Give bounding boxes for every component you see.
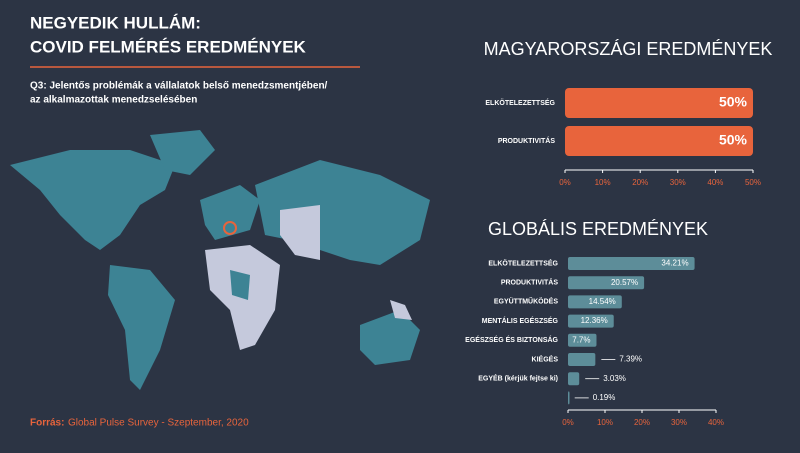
highlight-region: [280, 205, 320, 260]
south-america: [108, 265, 175, 390]
value-label: 50%: [719, 94, 748, 110]
question-line: az alkalmazottak menedzselésében: [30, 95, 197, 106]
title-line: COVID FELMÉRÉS EREDMÉNYEK: [30, 37, 307, 56]
bar: [568, 372, 580, 386]
x-tick-label: 20%: [632, 178, 648, 187]
value-label: 12.36%: [581, 316, 608, 325]
category-label: EGÉSZSÉG ÉS BIZTONSÁG: [465, 335, 558, 344]
chart-title: MAGYARORSZÁGI EREDMÉNYEK: [484, 39, 773, 59]
value-label: 20.57%: [611, 278, 638, 287]
bar: [568, 333, 597, 347]
bar: [568, 276, 645, 290]
title-line: NEGYEDIK HULLÁM:: [30, 13, 201, 32]
source-label: Forrás:: [30, 418, 64, 429]
bar: [565, 126, 753, 156]
africa-region: [230, 270, 250, 300]
x-tick-label: 50%: [745, 178, 761, 187]
x-tick-label: 0%: [562, 418, 574, 427]
x-tick-label: 40%: [708, 418, 724, 427]
bar: [565, 88, 753, 118]
category-label: EGYÜTTMŰKÖDÉS: [494, 297, 559, 306]
europe: [200, 185, 260, 240]
value-label: 50%: [719, 132, 748, 148]
chart-title: GLOBÁLIS EREDMÉNYEK: [488, 219, 708, 239]
x-tick-label: 0%: [559, 178, 571, 187]
bar: [568, 295, 622, 309]
category-label: KIÉGÉS: [532, 354, 559, 363]
hungary-marker: [223, 221, 237, 235]
source: Global Pulse Survey - Szeptember, 2020: [68, 418, 249, 429]
category-label: PRODUKTIVITÁS: [498, 136, 556, 145]
category-label: ELKÖTELEZETTSÉG: [488, 258, 558, 267]
value-label: 7.39%: [619, 355, 642, 364]
bar: [568, 257, 695, 270]
x-tick-label: 20%: [634, 418, 650, 427]
greenland: [150, 130, 215, 175]
bar: [568, 353, 596, 366]
category-label: ELKÖTELEZETTSÉG: [485, 98, 555, 107]
x-tick-label: 10%: [595, 178, 611, 187]
value-label: 3.03%: [603, 374, 626, 383]
value-label: 34.21%: [661, 259, 688, 268]
north-america: [10, 150, 175, 250]
question-line: Q3: Jelentős problémák a vállalatok bels…: [30, 81, 328, 92]
category-label: EGYÉB (kérjük fejtse ki): [478, 374, 558, 383]
value-label: 0.19%: [593, 393, 616, 402]
value-label: 14.54%: [589, 297, 616, 306]
bar: [568, 314, 614, 328]
x-tick-label: 40%: [707, 178, 723, 187]
islands: [390, 300, 412, 320]
world-map: [10, 130, 430, 390]
x-tick-label: 30%: [671, 418, 687, 427]
x-tick-label: 30%: [670, 178, 686, 187]
category-label: PRODUKTIVITÁS: [501, 278, 559, 287]
category-label: MENTÁLIS EGÉSZSÉG: [482, 316, 559, 325]
value-label: 7.7%: [572, 335, 590, 344]
bar: [568, 391, 570, 405]
australia: [360, 310, 420, 365]
x-tick-label: 10%: [597, 418, 613, 427]
